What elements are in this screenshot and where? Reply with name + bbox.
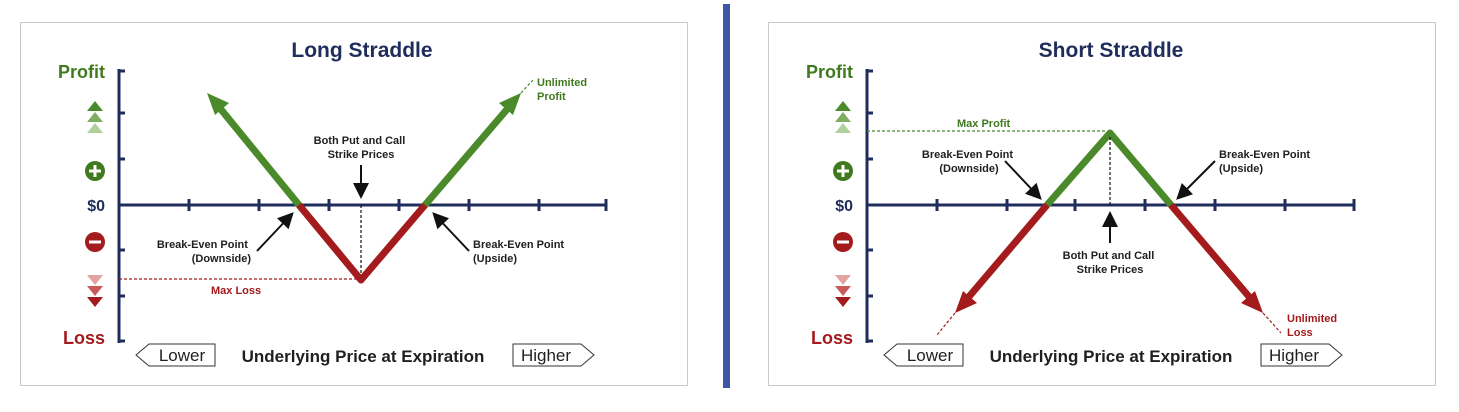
plus-circle-icon — [833, 161, 853, 181]
x-axis-label: Underlying Price at Expiration — [990, 347, 1233, 366]
higher-direction-box: Higher — [1260, 343, 1343, 367]
lower-label: Lower — [159, 346, 206, 365]
breakeven-up-arrow — [1176, 160, 1216, 200]
payoff-loss — [296, 202, 428, 284]
triple-up-arrow-icon — [835, 101, 851, 133]
short-straddle-diagram: Short Straddle Profit Loss $0 — [806, 39, 1356, 367]
long-straddle-panel: Long Straddle Profit Loss $0 — [20, 22, 688, 386]
breakeven-upside-label: Break-Even Point (Upside) — [473, 239, 567, 265]
lower-direction-box: Lower — [135, 343, 216, 367]
chart-title: Long Straddle — [291, 39, 432, 62]
loss-label: Loss — [811, 328, 853, 348]
x-axis — [119, 199, 608, 211]
triple-down-arrow-icon — [835, 275, 851, 307]
x-axis-label: Underlying Price at Expiration — [242, 347, 485, 366]
zero-label: $0 — [835, 198, 853, 215]
plus-circle-icon — [85, 161, 105, 181]
breakeven-down-arrow — [256, 212, 294, 252]
higher-label: Higher — [1269, 346, 1319, 365]
strike-prices-label: Both Put and Call Strike Prices — [314, 135, 409, 161]
payoff-profit-left — [207, 93, 302, 208]
loss-label: Loss — [63, 328, 105, 348]
breakeven-downside-label: Break-Even Point (Downside) — [922, 149, 1016, 175]
short-straddle-panel: Short Straddle Profit Loss $0 — [768, 22, 1436, 386]
unlimited-profit-label: Unlimited Profit — [537, 77, 590, 103]
payoff-profit-right — [422, 79, 534, 208]
unlimited-loss-label: Unlimited Loss — [1287, 313, 1340, 339]
profit-label: Profit — [58, 62, 105, 82]
panel-divider — [723, 4, 730, 388]
lower-direction-box: Lower — [883, 343, 964, 367]
breakeven-downside-label: Break-Even Point (Downside) — [157, 239, 251, 265]
payoff-loss-left — [936, 202, 1050, 336]
minus-circle-icon — [85, 232, 105, 252]
max-profit-label: Max Profit — [957, 118, 1011, 130]
lower-label: Lower — [907, 346, 954, 365]
max-loss-label: Max Loss — [211, 285, 261, 297]
breakeven-upside-label: Break-Even Point (Upside) — [1219, 149, 1313, 175]
payoff-loss-right — [1168, 202, 1282, 334]
payoff-profit — [1044, 129, 1174, 208]
strike-prices-label: Both Put and Call Strike Prices — [1063, 250, 1158, 276]
minus-circle-icon — [833, 232, 853, 252]
higher-direction-box: Higher — [512, 343, 595, 367]
profit-label: Profit — [806, 62, 853, 82]
chart-title: Short Straddle — [1039, 39, 1184, 62]
triple-down-arrow-icon — [87, 275, 103, 307]
zero-label: $0 — [87, 198, 105, 215]
breakeven-down-arrow — [1004, 160, 1042, 200]
long-straddle-diagram: Long Straddle Profit Loss $0 — [58, 39, 608, 367]
triple-up-arrow-icon — [87, 101, 103, 133]
breakeven-up-arrow — [432, 212, 470, 252]
higher-label: Higher — [521, 346, 571, 365]
